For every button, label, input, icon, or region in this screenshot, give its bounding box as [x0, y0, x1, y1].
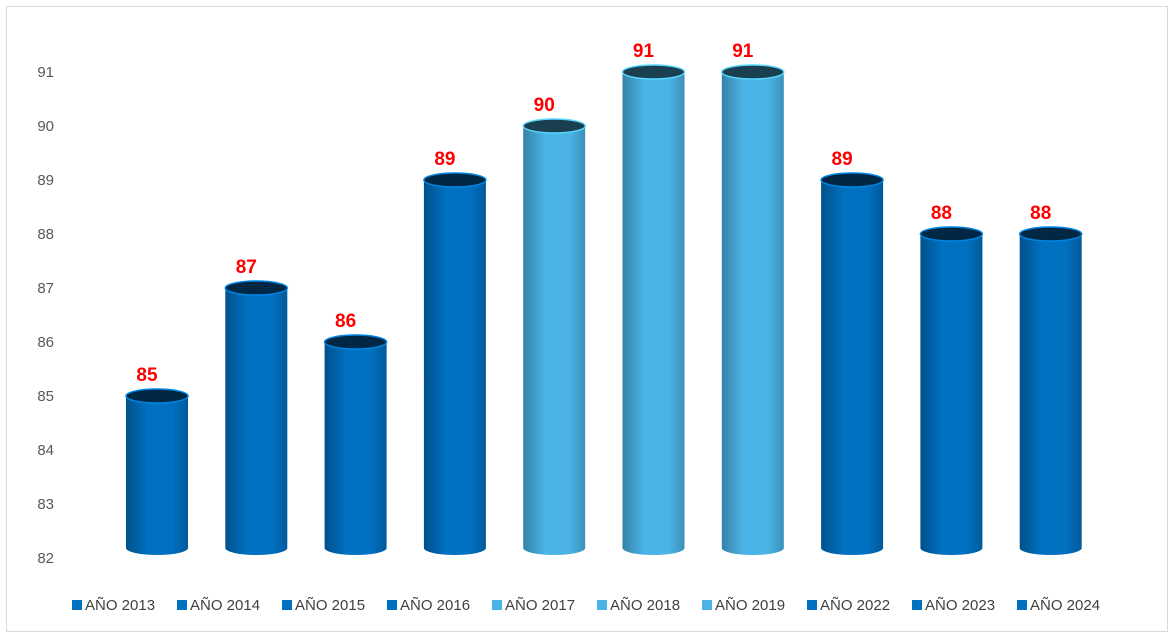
- bar-top: [621, 64, 686, 80]
- legend-item: AÑO 2017: [492, 597, 575, 614]
- bar-top: [323, 334, 388, 350]
- data-label: 91: [732, 41, 754, 62]
- data-labels: 85 87 86 89 90 91 91 89 88 88: [136, 41, 1051, 386]
- data-label: 86: [335, 311, 356, 332]
- data-label: 88: [1030, 203, 1051, 224]
- legend-label: AÑO 2017: [505, 597, 575, 614]
- bar-body: [423, 180, 486, 555]
- legend-swatch: [702, 600, 712, 610]
- y-tick-label: 89: [37, 172, 54, 189]
- legend-swatch: [282, 600, 292, 610]
- legend-swatch: [912, 600, 922, 610]
- legend-label: AÑO 2016: [400, 597, 470, 614]
- data-label: 90: [534, 95, 555, 116]
- legend-item: AÑO 2014: [177, 597, 260, 614]
- data-label: 89: [832, 149, 853, 170]
- legend: AÑO 2013 AÑO 2014 AÑO 2015 AÑO 2016 AÑO 2017…: [72, 597, 1100, 614]
- legend-label: AÑO 2019: [715, 597, 785, 614]
- legend-swatch: [807, 600, 817, 610]
- legend-item: AÑO 2018: [597, 597, 680, 614]
- y-tick-label: 88: [37, 226, 54, 243]
- bar-top: [1018, 226, 1083, 242]
- legend-swatch: [597, 600, 607, 610]
- data-label: 88: [931, 203, 952, 224]
- data-label: 87: [236, 257, 257, 278]
- bar-body: [225, 288, 288, 555]
- bar-top: [423, 172, 487, 188]
- bar-top: [919, 226, 984, 242]
- legend-item: AÑO 2022: [807, 597, 890, 614]
- bar-body: [622, 72, 685, 556]
- bar-body: [324, 342, 387, 556]
- bar: [125, 388, 189, 555]
- y-tick-label: 90: [37, 118, 54, 135]
- y-tick-label: 87: [37, 280, 54, 297]
- bar-body: [523, 126, 586, 556]
- legend-swatch: [492, 600, 502, 610]
- bar-top: [721, 64, 785, 80]
- legend-swatch: [1017, 600, 1027, 610]
- bar-body: [721, 72, 784, 556]
- bar: [919, 226, 984, 556]
- y-tick-label: 84: [37, 442, 54, 459]
- bar-top: [125, 388, 189, 404]
- bar-body: [126, 396, 188, 555]
- legend-label: AÑO 2014: [190, 597, 260, 614]
- bar: [621, 64, 686, 556]
- legend-item: AÑO 2015: [282, 597, 365, 614]
- legend-item: AÑO 2013: [72, 597, 155, 614]
- data-label: 91: [633, 41, 655, 62]
- bar: [1018, 226, 1083, 556]
- bar: [323, 334, 388, 556]
- bar-top: [522, 118, 586, 134]
- y-tick-label: 82: [37, 550, 54, 567]
- legend-item: AÑO 2023: [912, 597, 995, 614]
- legend-swatch: [72, 600, 82, 610]
- legend-label: AÑO 2018: [610, 597, 680, 614]
- bar-top: [224, 280, 289, 296]
- legend-label: AÑO 2015: [295, 597, 365, 614]
- y-tick-label: 83: [37, 496, 54, 513]
- y-tick-label: 91: [37, 64, 54, 81]
- legend-label: AÑO 2023: [925, 597, 995, 614]
- bar: [224, 280, 289, 555]
- y-axis: 82 83 84 85 86 87 88 89 90 91: [37, 64, 54, 567]
- data-label: 89: [434, 149, 455, 170]
- legend-label: AÑO 2024: [1030, 597, 1100, 614]
- legend-swatch: [387, 600, 397, 610]
- legend-item: AÑO 2024: [1017, 597, 1100, 614]
- bar: [522, 118, 586, 556]
- bar-top: [820, 172, 884, 188]
- legend-label: AÑO 2013: [85, 597, 155, 614]
- bar: [820, 172, 884, 556]
- bar: [721, 64, 785, 556]
- legend-item: AÑO 2016: [387, 597, 470, 614]
- bar-body: [1019, 234, 1082, 556]
- legend-swatch: [177, 600, 187, 610]
- y-tick-label: 85: [37, 388, 54, 405]
- legend-item: AÑO 2019: [702, 597, 785, 614]
- bars: [125, 64, 1083, 556]
- legend-label: AÑO 2022: [820, 597, 890, 614]
- bar: [423, 172, 487, 555]
- y-tick-label: 86: [37, 334, 54, 351]
- bar-body: [821, 180, 884, 556]
- bar-body: [920, 234, 983, 556]
- data-label: 85: [136, 365, 158, 386]
